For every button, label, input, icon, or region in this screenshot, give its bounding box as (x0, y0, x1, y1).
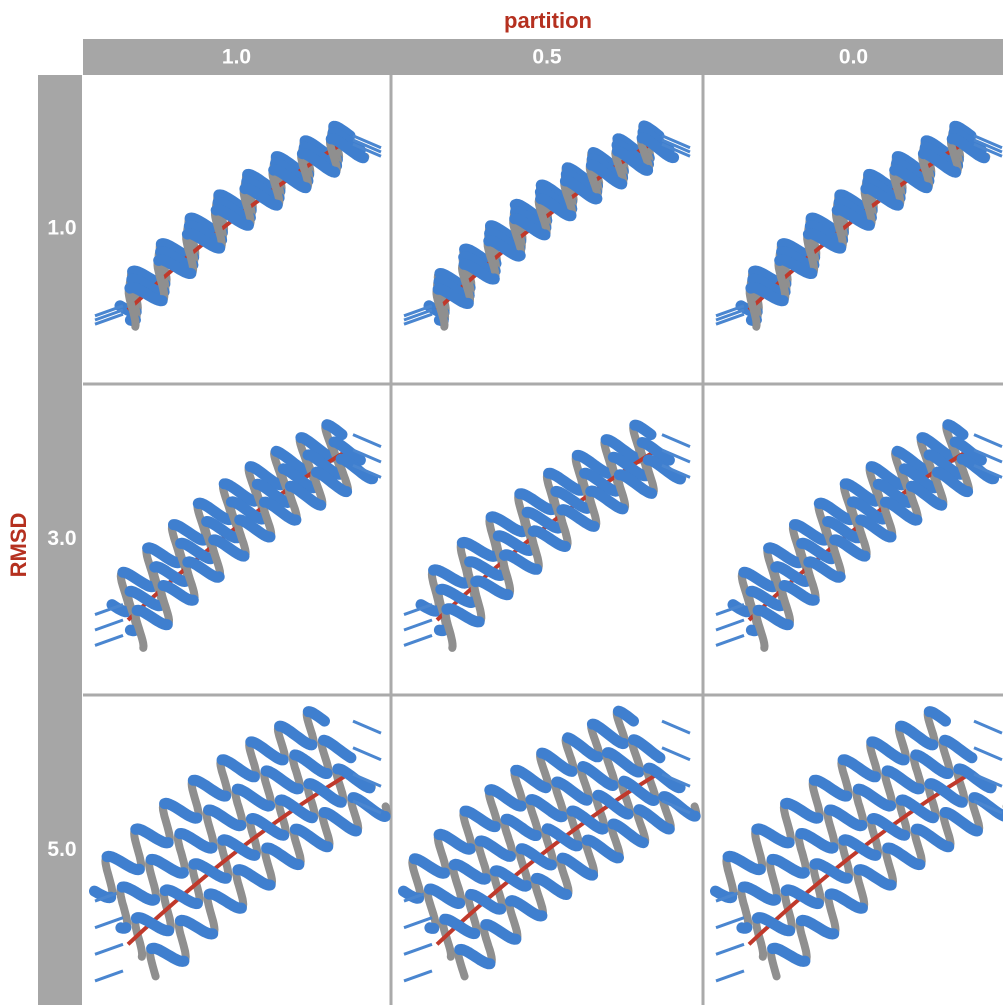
helix-front (745, 436, 987, 637)
helix-front (439, 762, 686, 940)
helix-front (424, 734, 666, 934)
helix-front (752, 453, 1000, 631)
helix-front (751, 763, 997, 937)
helix-tail (715, 433, 1003, 617)
column-label: 0.5 (532, 46, 562, 69)
row-header-title: RMSD (6, 513, 31, 578)
structure-image (403, 419, 691, 652)
helix-front (106, 419, 348, 618)
column-label: 0.0 (839, 46, 868, 69)
helix-tail (403, 448, 691, 632)
structure-image (710, 706, 1003, 983)
helix-tail (715, 138, 1003, 322)
helix-tail (715, 464, 1003, 647)
helix-tail (715, 448, 1003, 632)
helix-front (124, 133, 369, 307)
helix-front (745, 133, 990, 307)
helix-tail (403, 799, 691, 983)
helix-tail (403, 772, 691, 956)
structure-image (403, 120, 691, 331)
helix-front (441, 454, 686, 628)
helix-front (131, 453, 379, 631)
helix-front (736, 734, 978, 934)
helix-tail (94, 772, 382, 956)
helix-tail (715, 142, 1003, 326)
helix-core (435, 772, 659, 946)
helix-front (767, 792, 1003, 967)
helix-tail (715, 746, 1003, 930)
helix-tail (94, 138, 382, 322)
helix-tail (715, 772, 1003, 956)
helix-front (433, 437, 675, 637)
row-label: 3.0 (47, 527, 76, 550)
panel-grid (83, 75, 1003, 1005)
row-label: 5.0 (47, 838, 76, 861)
helix-front (115, 734, 357, 934)
helix-tail (403, 433, 691, 617)
helix-tail (403, 134, 691, 318)
helix-front (432, 132, 680, 309)
helix-front (727, 419, 969, 618)
column-header-title: partition (504, 8, 592, 33)
structure-image (398, 705, 701, 983)
helix-front (146, 792, 391, 967)
helix-front (124, 436, 366, 637)
helix-front (415, 419, 657, 617)
column-header-bar (83, 39, 1003, 75)
helix-tail (403, 142, 691, 326)
row-header-bar (38, 75, 82, 1005)
helix-tail (94, 142, 382, 326)
structure-image (89, 706, 392, 983)
helix-tail (403, 464, 691, 647)
helix-back (399, 707, 638, 903)
helix-tail (715, 134, 1003, 318)
row-label: 1.0 (47, 217, 76, 240)
helix-tail (94, 433, 382, 617)
helix-tail (94, 464, 382, 647)
structure-image (715, 120, 1003, 331)
structure-image (94, 419, 382, 652)
helix-tail (403, 138, 691, 322)
helix-tail (715, 799, 1003, 983)
helix-tail (94, 134, 382, 318)
structure-image (94, 120, 382, 331)
helix-front (130, 763, 376, 937)
helix-front (454, 791, 701, 970)
helix-tail (403, 746, 691, 930)
structure-image (715, 419, 1003, 652)
helix-tail (94, 448, 382, 632)
helix-tail (94, 799, 382, 983)
column-label: 1.0 (222, 46, 251, 69)
helix-tail (94, 746, 382, 930)
